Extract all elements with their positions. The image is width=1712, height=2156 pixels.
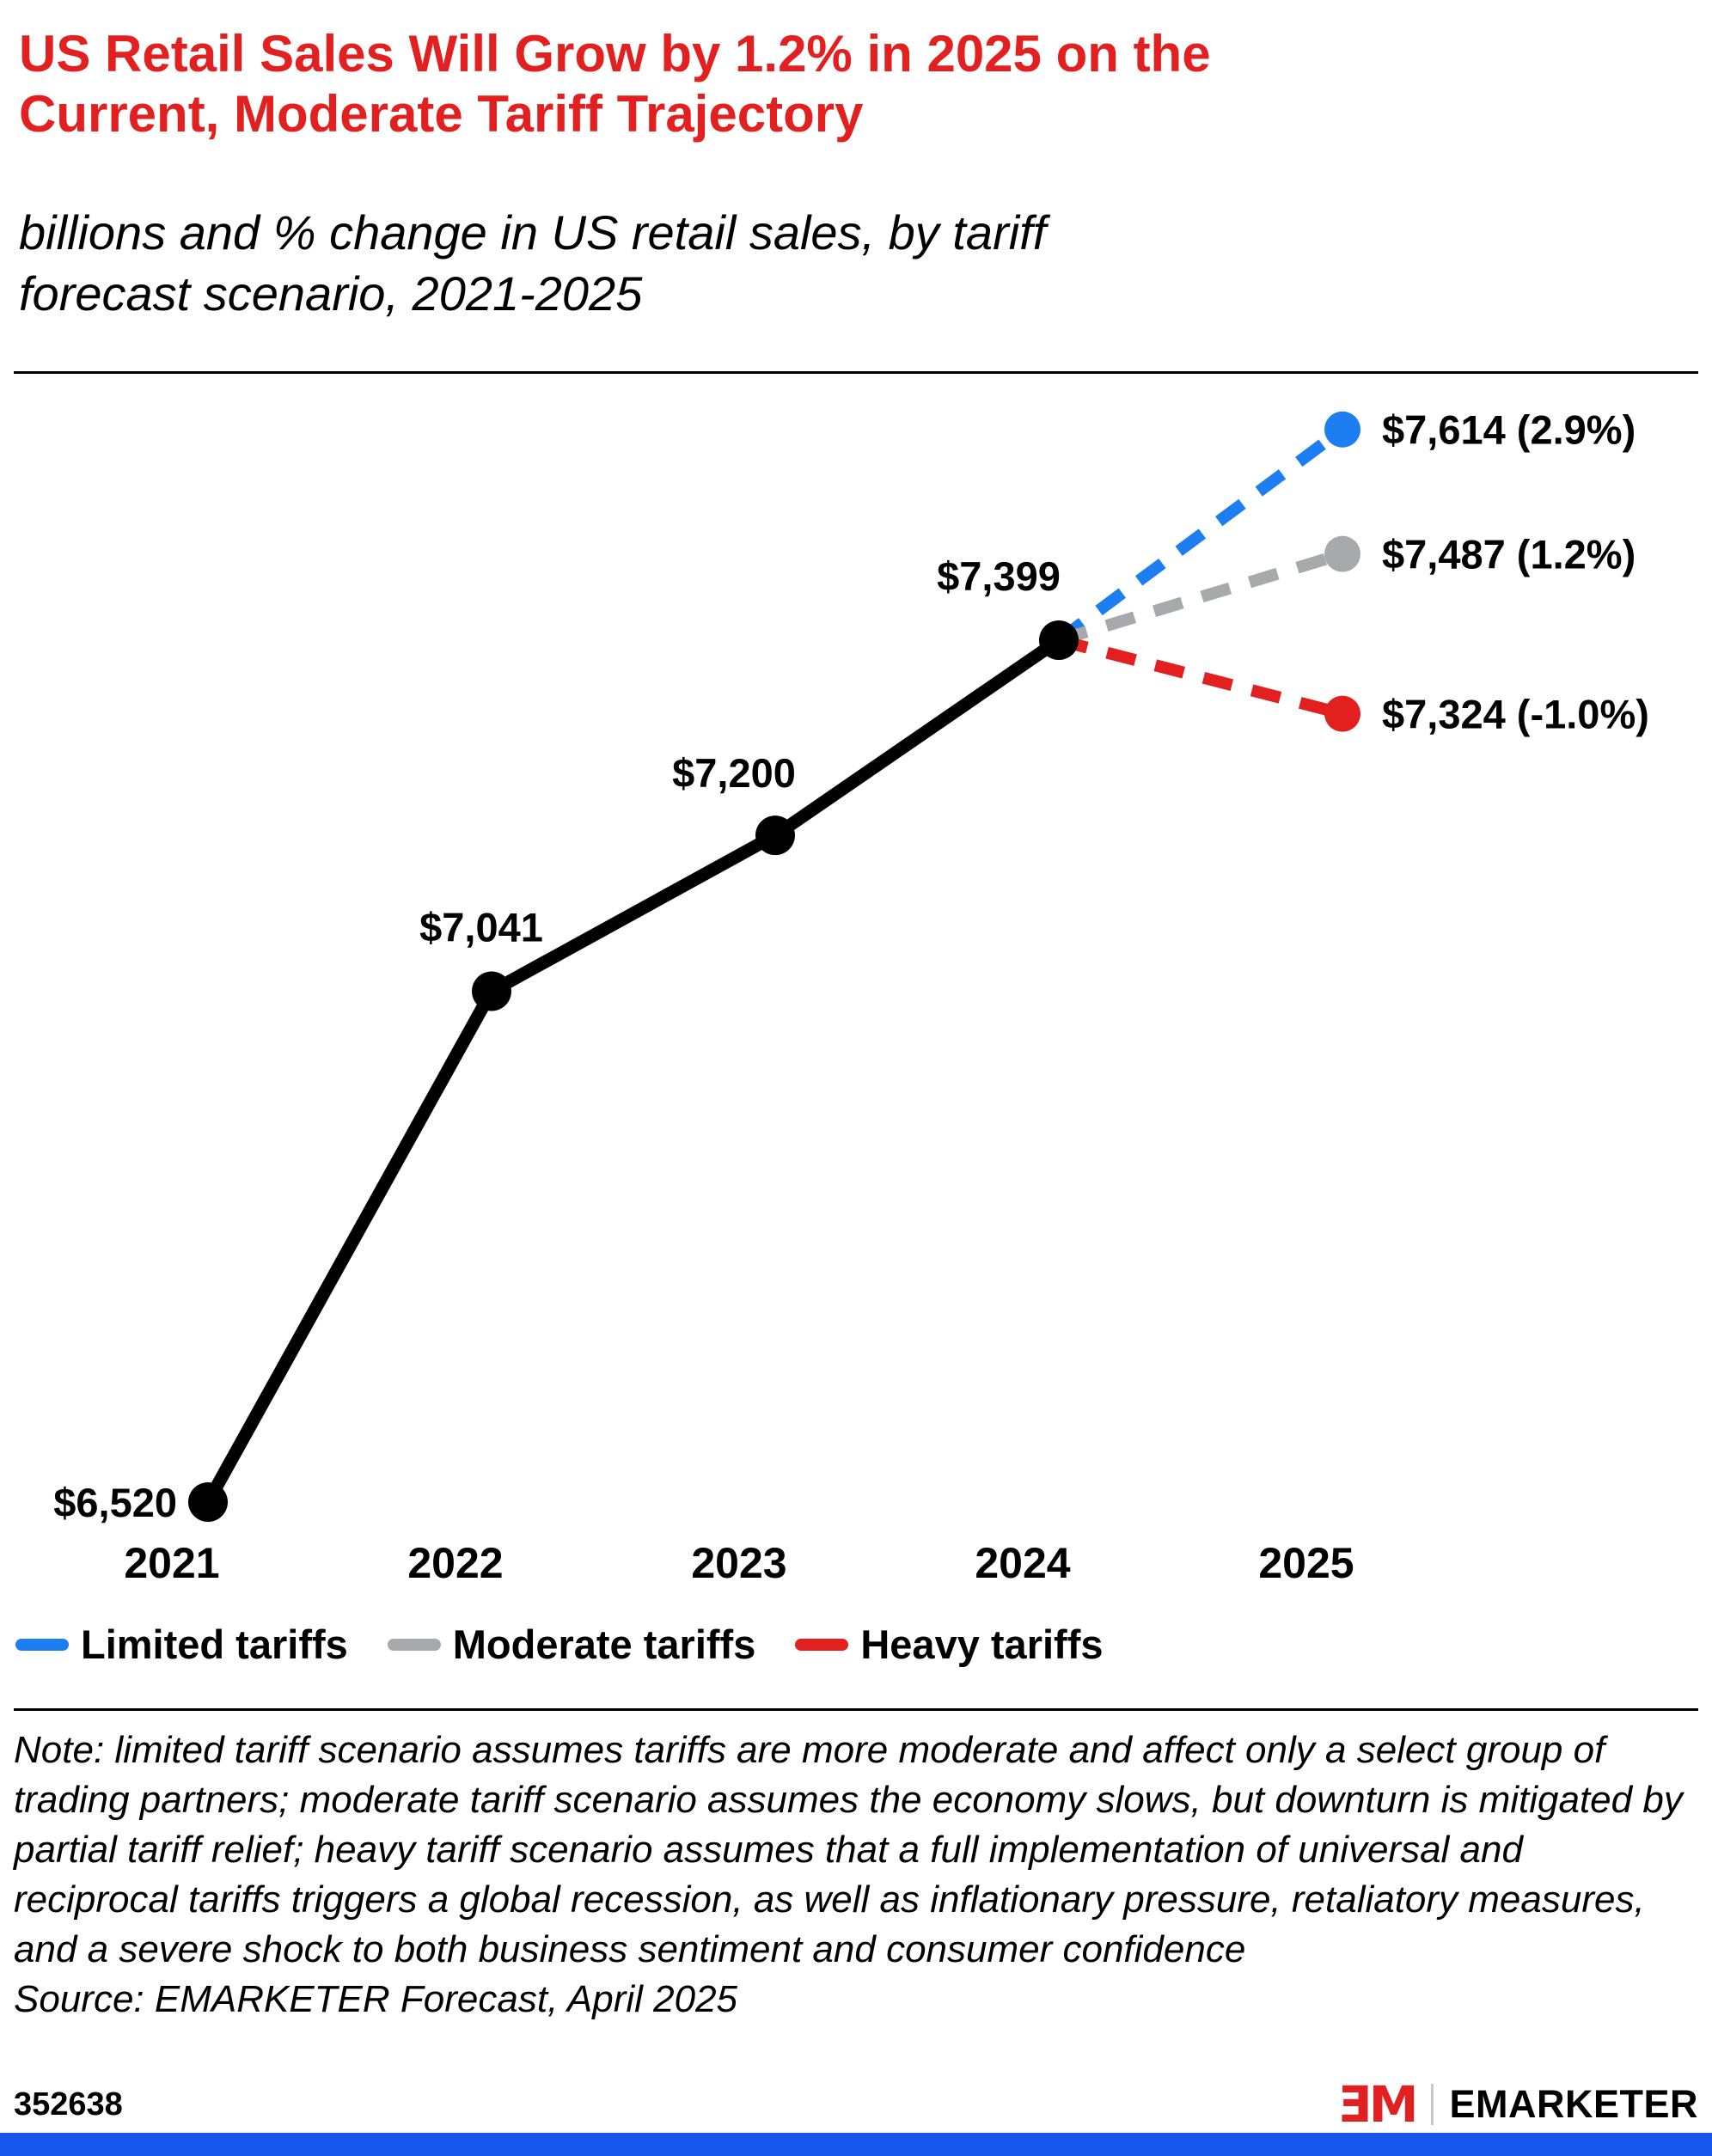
brand-divider	[1431, 2084, 1434, 2125]
x-tick-2021: 2021	[124, 1539, 219, 1587]
header-divider	[14, 371, 1698, 374]
scenario-line-limited-tariffs	[1055, 424, 1347, 645]
footnote-block: Note: limited tariff scenario assumes ta…	[14, 1725, 1695, 2025]
legend-label: Heavy tariffs	[860, 1622, 1104, 1667]
x-tick-2025: 2025	[1258, 1539, 1354, 1587]
legend-label: Limited tariffs	[81, 1622, 348, 1667]
legend-item-moderate-tariffs: Moderate tariffs	[387, 1621, 756, 1668]
value-label-2024: $7,399	[937, 553, 1061, 599]
brand-bottom-bar	[0, 2133, 1712, 2156]
legend-swatch-moderate-tariffs-icon	[387, 1638, 441, 1651]
emarketer-logo-icon: ƎM	[1337, 2075, 1418, 2134]
page-title-line1: US Retail Sales Will Grow by 1.2% in 202…	[19, 25, 1211, 82]
scenario-line-moderate-tariffs	[1056, 547, 1345, 646]
legend-label: Moderate tariffs	[452, 1622, 756, 1667]
data-point-2023	[755, 815, 795, 856]
value-label-2023: $7,200	[672, 750, 796, 796]
x-tick-2023: 2023	[691, 1539, 786, 1587]
data-point-2024	[1039, 620, 1079, 661]
value-label-2021: $6,520	[53, 1480, 177, 1525]
legend: Limited tariffs Moderate tariffs Heavy t…	[15, 1621, 1103, 1668]
data-point-2025-heavy-tariffs	[1324, 695, 1360, 732]
retail-sales-line-chart: $6,520 $7,041 $7,200 $7,399 $7,614 (2.9%) $7,…	[53, 407, 1649, 1587]
page-subtitle: billions and % change in US retail sales…	[19, 203, 1046, 324]
note-divider	[14, 1708, 1698, 1711]
legend-swatch-heavy-tariffs-icon	[795, 1638, 849, 1651]
brand-group: ƎM EMARKETER	[1337, 2080, 1698, 2129]
value-label-2025-limited-tariffs: $7,614 (2.9%)	[1382, 407, 1636, 453]
data-point-2025-limited-tariffs	[1324, 411, 1360, 448]
value-label-2025-moderate-tariffs: $7,487 (1.2%)	[1382, 532, 1636, 577]
legend-swatch-limited-tariffs-icon	[15, 1638, 69, 1651]
data-point-2022	[472, 971, 511, 1011]
data-point-2021	[188, 1482, 228, 1522]
value-label-2022: $7,041	[419, 905, 543, 950]
page-subtitle-line2: forecast scenario, 2021-2025	[19, 266, 643, 321]
x-tick-2024: 2024	[975, 1539, 1070, 1587]
legend-item-limited-tariffs: Limited tariffs	[15, 1621, 348, 1668]
historical-line	[201, 633, 1066, 1509]
x-tick-2022: 2022	[407, 1539, 503, 1587]
page-title: US Retail Sales Will Grow by 1.2% in 202…	[19, 24, 1211, 144]
legend-item-heavy-tariffs: Heavy tariffs	[795, 1621, 1103, 1668]
value-label-2025-heavy-tariffs: $7,324 (-1.0%)	[1382, 692, 1649, 737]
page-title-line2: Current, Moderate Tariff Trajectory	[19, 84, 864, 143]
footer: 352638 ƎM EMARKETER	[14, 2080, 1698, 2129]
footnote-text: Note: limited tariff scenario assumes ta…	[14, 1729, 1683, 1971]
source-text: Source: EMARKETER Forecast, April 2025	[14, 1978, 738, 2021]
brand-name: EMARKETER	[1449, 2082, 1698, 2126]
scenario-line-heavy-tariffs	[1057, 634, 1344, 720]
page-subtitle-line1: billions and % change in US retail sales…	[19, 205, 1047, 260]
chart-id: 352638	[14, 2086, 123, 2122]
data-point-2025-moderate-tariffs	[1324, 535, 1360, 572]
